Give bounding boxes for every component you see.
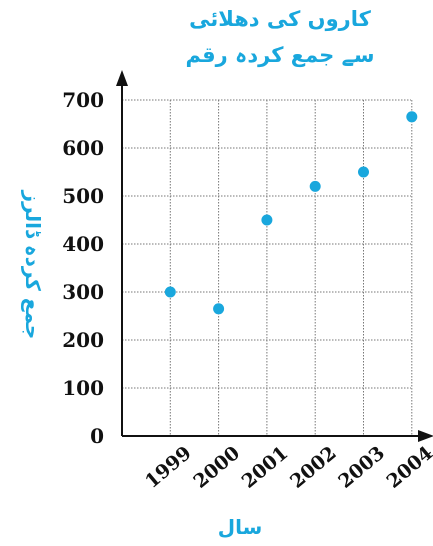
y-tick-label: 200 — [62, 328, 104, 352]
x-tick-label: 2003 — [334, 442, 389, 493]
data-point — [406, 111, 418, 123]
y-tick-label: 100 — [62, 376, 104, 400]
grid — [122, 99, 413, 436]
data-point — [213, 303, 225, 315]
data-point — [309, 180, 321, 192]
y-tick-label: 500 — [62, 184, 104, 208]
chart-title-line-1: کاروں کی دھلائی — [189, 7, 371, 31]
y-tick-label: 400 — [62, 232, 104, 256]
y-tick-label: 0 — [90, 424, 104, 448]
x-tick-label: 2004 — [383, 442, 433, 493]
data-point — [261, 214, 273, 226]
y-tick-label: 600 — [62, 136, 104, 160]
y-axis-title: جمع کردہ ڈالرز — [21, 190, 45, 340]
y-tick-label: 300 — [62, 280, 104, 304]
x-axis-arrow — [418, 430, 433, 442]
axes — [116, 70, 433, 442]
data-point — [358, 166, 369, 178]
x-tick-label: 2001 — [238, 442, 293, 493]
x-axis-title: سال — [218, 515, 263, 539]
y-tick-label: 700 — [62, 88, 104, 112]
y-tick-labels: 0 100 200 300 400 500 600 700 — [62, 88, 104, 448]
chart-title-line-2: سے جمع کردہ رقم — [185, 43, 375, 67]
x-tick-label: 1999 — [141, 442, 196, 493]
data-points — [164, 111, 418, 315]
x-tick-label: 2000 — [189, 442, 244, 493]
data-point — [164, 286, 176, 298]
y-axis-arrow — [116, 70, 128, 86]
x-tick-label: 2002 — [286, 442, 341, 493]
